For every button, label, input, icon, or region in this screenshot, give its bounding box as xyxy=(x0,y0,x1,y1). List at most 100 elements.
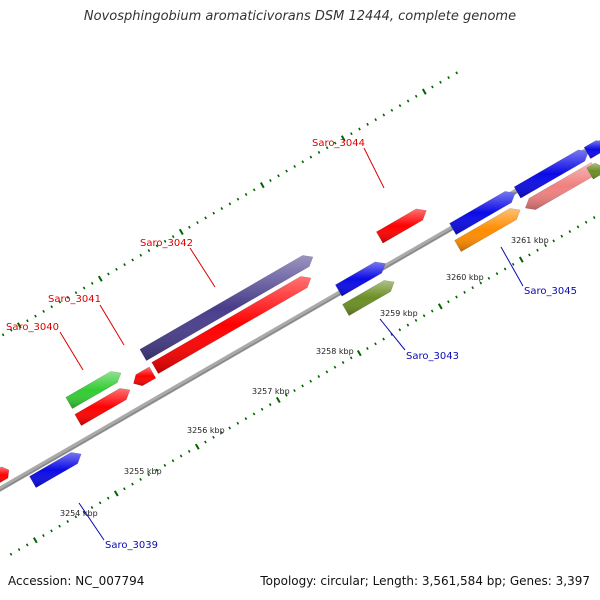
major-tick xyxy=(194,443,200,450)
minor-tick xyxy=(285,393,288,397)
edge-green-feature[interactable] xyxy=(586,162,600,180)
blue-feature-a[interactable] xyxy=(449,191,516,235)
minor-tick xyxy=(171,459,175,463)
minor-tick xyxy=(17,548,21,552)
blue-feature-b-shading xyxy=(514,149,589,199)
minor-tick xyxy=(58,524,61,528)
minor-tick xyxy=(568,230,572,234)
inner-tick-track: 3254 kbp 3255 kbp 3256 kbp 3257 kbp 3258 kbp… xyxy=(9,210,600,556)
minor-tick xyxy=(155,468,159,472)
gene-saro_3044-shading xyxy=(376,208,427,244)
minor-tick xyxy=(552,239,556,243)
minor-tick xyxy=(220,207,224,211)
major-tick xyxy=(421,88,427,95)
gene-saro_3045[interactable] xyxy=(454,208,521,252)
major-tick xyxy=(178,228,184,236)
minor-tick xyxy=(528,253,531,257)
gene-saro_3044[interactable] xyxy=(376,208,427,244)
blue-feature-c[interactable] xyxy=(583,140,600,159)
minor-tick xyxy=(536,248,539,252)
blue-feature-c-shading xyxy=(584,140,600,159)
upper-green-feature[interactable] xyxy=(65,371,122,409)
minor-tick xyxy=(293,164,297,168)
minor-tick xyxy=(309,379,313,383)
outer-tick-track xyxy=(1,71,459,337)
gene-saro_3042-shading xyxy=(151,276,311,374)
label-leader-lines xyxy=(59,147,524,541)
gene-saro_3040-shading xyxy=(74,388,130,426)
tick-label: 3260 kbp xyxy=(446,273,484,282)
minor-tick xyxy=(90,505,94,509)
gene-saro_3040[interactable] xyxy=(74,388,131,426)
blue-feature-d[interactable] xyxy=(335,261,386,297)
tick-label: 3259 kbp xyxy=(380,309,418,318)
minor-tick xyxy=(350,132,353,136)
minor-tick xyxy=(252,412,256,416)
minor-tick xyxy=(26,319,29,323)
gene-label-saro-3044[interactable]: Saro_3044 xyxy=(312,138,365,149)
minor-tick xyxy=(74,291,78,295)
small-red-feature-shading xyxy=(133,366,156,386)
upper-purple-feature[interactable] xyxy=(139,255,314,361)
minor-tick xyxy=(447,300,450,304)
minor-tick xyxy=(252,188,256,192)
minor-tick xyxy=(139,253,143,257)
minor-tick xyxy=(430,309,434,313)
gene-saro_3043[interactable] xyxy=(342,280,395,316)
gene-saro_3042[interactable] xyxy=(151,276,312,374)
minor-tick xyxy=(503,267,507,271)
gene-label-saro-3039[interactable]: Saro_3039 xyxy=(105,540,158,551)
gene-saro_3039[interactable] xyxy=(29,452,82,488)
minor-tick xyxy=(293,389,296,393)
minor-tick xyxy=(317,375,321,379)
minor-tick xyxy=(301,384,304,388)
genome-summary: Topology: circular; Length: 3,561,584 bp… xyxy=(260,574,590,588)
minor-tick xyxy=(382,113,386,117)
minor-tick xyxy=(147,473,151,477)
minor-tick xyxy=(1,333,5,337)
minor-tick xyxy=(204,440,207,444)
gene-saro_3043-shading xyxy=(342,280,395,316)
minor-tick xyxy=(50,529,53,533)
small-red-feature[interactable] xyxy=(133,366,157,387)
minor-tick xyxy=(463,290,466,294)
gene-saro_3045-shading xyxy=(454,208,521,252)
minor-tick xyxy=(123,263,126,267)
minor-tick xyxy=(398,104,402,108)
blue-feature-b[interactable] xyxy=(513,149,589,199)
gene-label-saro-3043[interactable]: Saro_3043 xyxy=(406,351,459,362)
minor-tick xyxy=(301,160,305,164)
minor-tick xyxy=(560,234,564,238)
minor-tick xyxy=(398,328,402,332)
minor-tick xyxy=(349,356,353,360)
minor-tick xyxy=(58,300,62,304)
minor-tick xyxy=(82,286,86,290)
gene-label-saro-3040[interactable]: Saro_3040 xyxy=(6,322,59,333)
minor-tick xyxy=(431,85,434,89)
major-tick xyxy=(16,322,22,329)
minor-tick xyxy=(341,361,345,364)
minor-tick xyxy=(42,534,45,538)
map-title: Novosphingobium aromaticivorans DSM 1244… xyxy=(83,9,517,24)
minor-tick xyxy=(163,239,167,243)
minor-tick xyxy=(9,328,13,332)
accession-label: Accession: NC_007794 xyxy=(8,574,145,588)
tick-label: 3255 kbp xyxy=(124,467,162,476)
minor-tick xyxy=(471,286,475,290)
gene-label-saro-3042[interactable]: Saro_3042 xyxy=(140,238,193,249)
minor-tick xyxy=(269,178,272,182)
major-tick xyxy=(437,303,443,310)
gene-label-saro-3045[interactable]: Saro_3045 xyxy=(524,286,577,297)
minor-tick xyxy=(447,76,450,80)
minor-tick xyxy=(179,454,183,458)
edge-red-feature[interactable] xyxy=(0,466,10,484)
minor-tick xyxy=(236,197,240,201)
minor-tick xyxy=(204,216,207,220)
minor-tick xyxy=(196,221,199,225)
minor-tick xyxy=(414,94,418,98)
minor-tick xyxy=(406,323,410,327)
gene-label-saro-3041[interactable]: Saro_3041 xyxy=(48,294,101,305)
tick-label: 3254 kbp xyxy=(60,509,98,518)
major-tick xyxy=(97,275,103,282)
major-tick xyxy=(340,135,346,142)
